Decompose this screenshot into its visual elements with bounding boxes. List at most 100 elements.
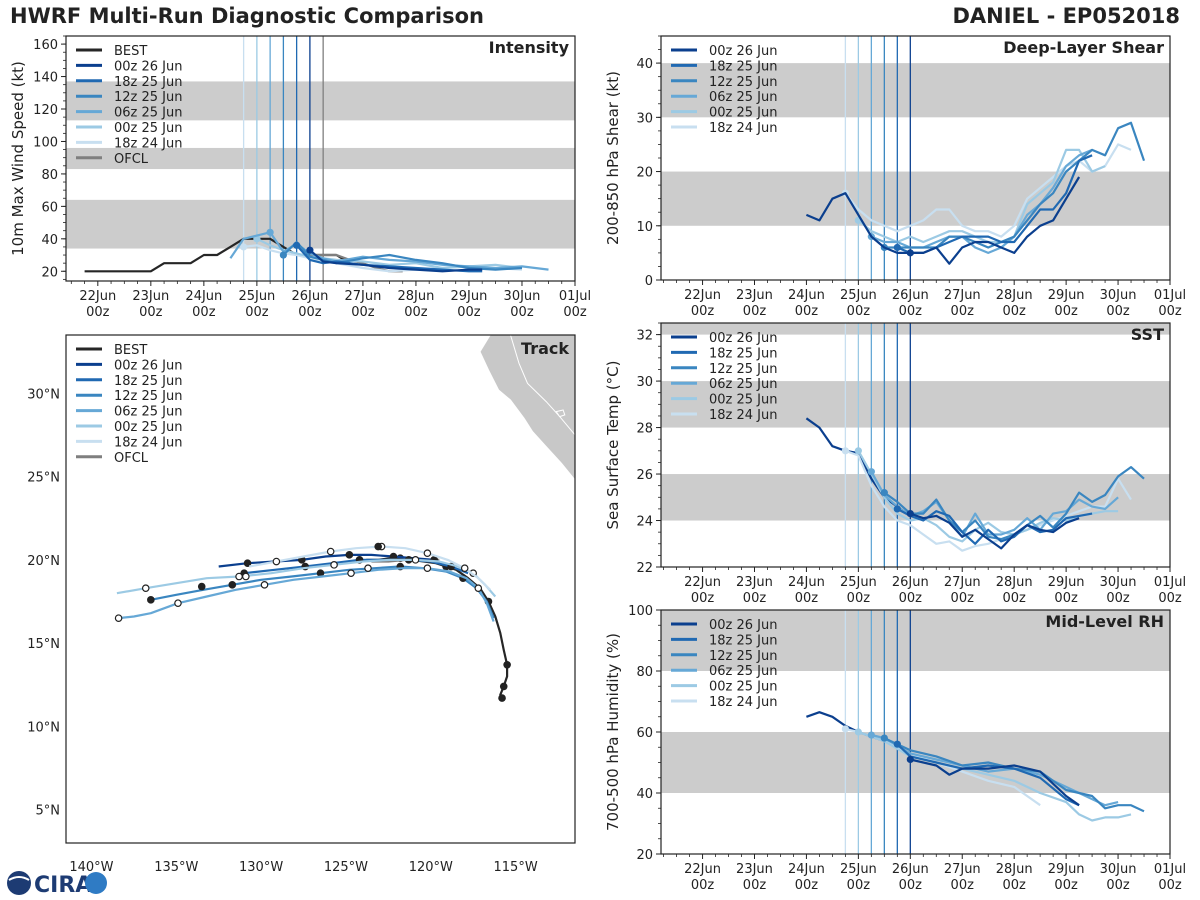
rh-x-tick-label: 00z [795, 878, 819, 893]
track-point-open [364, 564, 372, 572]
intensity-legend-label: 06z 25 Jun [114, 106, 183, 121]
intensity-x-tick-label: 00z [563, 305, 587, 320]
rh-x-tick-label: 23Jun [736, 862, 773, 877]
logo-globe [7, 871, 31, 895]
rh-x-tick-label: 00z [743, 878, 767, 893]
shear-x-tick-label: 01Jul [1154, 288, 1186, 303]
intensity-y-tick-label: 140 [33, 71, 58, 86]
sst-x-tick-label: 00z [795, 591, 819, 606]
rh-x-tick-label: 00z [951, 878, 975, 893]
rh-x-tick-label: 30Jun [1100, 862, 1137, 877]
rh-run-marker [867, 731, 875, 739]
longitude-label: 120°W [409, 860, 453, 875]
sst-series-line [845, 449, 1132, 552]
shear-x-tick-label: 22Jun [684, 288, 721, 303]
rh-legend-label: 00z 25 Jun [709, 680, 778, 695]
sst-y-tick-label: 24 [636, 515, 653, 530]
track-point-open [460, 564, 469, 572]
shear-x-tick-label: 23Jun [736, 288, 773, 303]
track-point-open [242, 572, 250, 581]
track-point-open [114, 614, 123, 622]
track-point-filled [374, 542, 382, 551]
intensity-x-tick-label: 00z [404, 305, 428, 320]
intensity-x-tick-label: 29Jun [451, 289, 488, 304]
rh-x-tick-label: 00z [1158, 878, 1182, 893]
sst-legend-label: 06z 25 Jun [709, 377, 778, 392]
track-point-open [260, 581, 269, 589]
track-frame [65, 334, 576, 844]
track-point-open [423, 564, 432, 572]
sst-x-tick-label: 22Jun [684, 575, 721, 590]
intensity-x-tick-label: 00z [139, 305, 163, 320]
sst-y-tick-label: 28 [636, 422, 653, 437]
rh-x-tick-label: 28Jun [996, 862, 1033, 877]
shear-x-tick-label: 26Jun [892, 288, 929, 303]
longitude-label: 125°W [324, 860, 368, 875]
track-line [218, 553, 435, 568]
sst-x-tick-label: 00z [951, 591, 975, 606]
track-point-open [330, 561, 338, 569]
longitude-label: 115°W [494, 860, 538, 875]
rh-panel-title: Mid-Level RH [1045, 612, 1164, 631]
sst-x-tick-label: 29Jun [1048, 575, 1085, 590]
shear-run-marker [906, 249, 914, 257]
intensity-legend-label: 18z 24 Jun [114, 136, 183, 151]
intensity-x-tick-label: 00z [192, 305, 216, 320]
track-legend-label: 18z 25 Jun [114, 374, 183, 389]
shear-legend-label: 00z 26 Jun [709, 44, 778, 59]
shear-legend-label: 18z 25 Jun [709, 59, 778, 74]
track-point-filled [147, 596, 155, 604]
intensity-x-tick-label: 00z [351, 305, 375, 320]
sst-legend-label: 00z 26 Jun [709, 331, 778, 346]
rh-legend-label: 18z 24 Jun [709, 695, 778, 710]
shear-x-tick-label: 00z [743, 304, 767, 319]
intensity-x-tick-label: 27Jun [344, 289, 381, 304]
intensity-band [66, 199, 575, 249]
intensity-panel-title: Intensity [489, 38, 570, 57]
intensity-band [66, 147, 575, 170]
sst-run-marker [867, 468, 875, 476]
sst-legend-label: 18z 25 Jun [709, 346, 778, 361]
intensity-x-tick-label: 25Jun [238, 289, 275, 304]
track-panel-title: Track [521, 339, 569, 358]
track-legend-label: 12z 25 Jun [114, 389, 183, 404]
rh-legend-label: 18z 25 Jun [709, 633, 778, 648]
sst-x-tick-label: 25Jun [840, 575, 877, 590]
rh-x-tick-label: 00z [899, 878, 923, 893]
rh-run-marker [854, 728, 862, 736]
track-point-filled [345, 551, 354, 559]
shear-x-tick-label: 00z [1054, 304, 1078, 319]
shear-y-tick-label: 0 [645, 274, 653, 289]
shear-x-tick-label: 27Jun [944, 288, 981, 303]
chart-title: HWRF Multi-Run Diagnostic Comparison [10, 4, 485, 28]
sst-x-tick-label: 27Jun [944, 575, 981, 590]
intensity-run-marker [293, 241, 301, 249]
track-point-open [347, 569, 355, 577]
sst-y-tick-label: 26 [636, 468, 653, 483]
logo-emblem [85, 872, 107, 894]
rh-x-tick-label: 25Jun [840, 862, 877, 877]
shear-x-tick-label: 30Jun [1100, 288, 1137, 303]
intensity-run-marker [306, 246, 314, 254]
rh-run-marker [893, 740, 901, 748]
sst-run-marker [841, 447, 849, 455]
track-line [118, 567, 495, 622]
track-point-open [423, 549, 432, 557]
sst-frame [660, 322, 1171, 568]
intensity-legend-label: BEST [114, 44, 147, 59]
track-point-open [326, 547, 335, 556]
rh-run-marker [880, 734, 888, 742]
sst-x-tick-label: 00z [899, 591, 923, 606]
track-plot-area [114, 335, 575, 702]
sst-x-tick-label: 26Jun [892, 575, 929, 590]
track-point-filled [316, 569, 325, 577]
longitude-label: 140°W [69, 860, 113, 875]
rh-x-tick-label: 00z [847, 878, 871, 893]
shear-x-tick-label: 00z [899, 304, 923, 319]
track-point-filled [197, 582, 206, 591]
shear-x-tick-label: 00z [951, 304, 975, 319]
sst-y-tick-label: 30 [636, 375, 653, 390]
sst-x-tick-label: 00z [691, 591, 715, 606]
latitude-label: 15°N [27, 637, 60, 652]
